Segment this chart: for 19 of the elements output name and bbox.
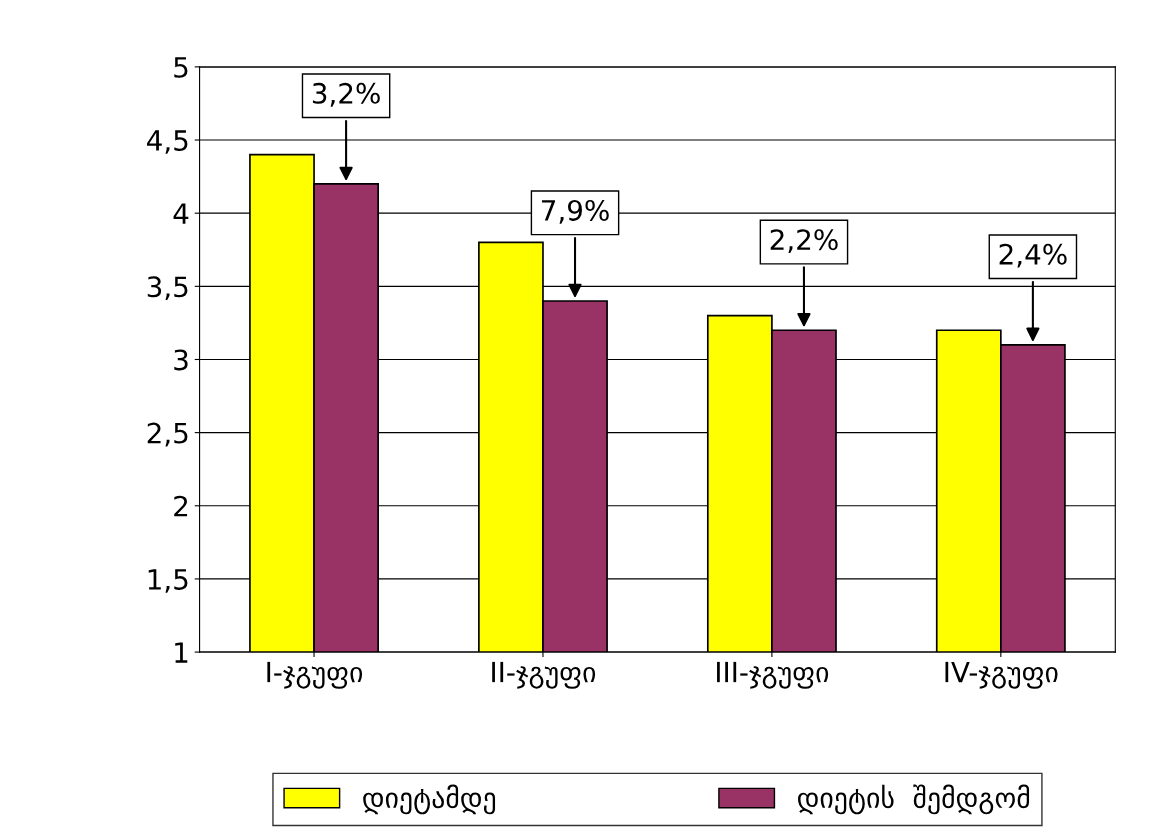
annotation: 2,2%	[770, 229, 838, 253]
y-tick-label: 4	[173, 203, 189, 224]
y-tick-label: 2,5	[147, 422, 188, 447]
legend-label: დიეტის შემდგომ	[798, 784, 1030, 815]
y-tick-label: 1,5	[148, 569, 188, 593]
y-tick-label: 5	[174, 57, 188, 78]
y-tick-label: 4,5	[147, 130, 188, 154]
y-tick-label: 3,5	[147, 276, 188, 301]
annotation: 2,4%	[999, 243, 1067, 268]
annotation: 3,2%	[312, 82, 380, 107]
y-tick-label: 3	[174, 349, 188, 371]
y-tick-label: 2	[174, 495, 188, 517]
y-tick-label: 1	[175, 642, 188, 663]
x-tick-label: III-ჯგუფი	[717, 661, 829, 689]
x-tick-label: I-ჯგუფი	[267, 661, 363, 689]
x-tick-label: II-ჯგუფი	[492, 661, 596, 689]
x-tick-label: IV-ჯგუფი	[945, 661, 1058, 689]
legend-label: დიეტამდე	[363, 784, 496, 815]
annotation: 7,9%	[542, 199, 609, 224]
